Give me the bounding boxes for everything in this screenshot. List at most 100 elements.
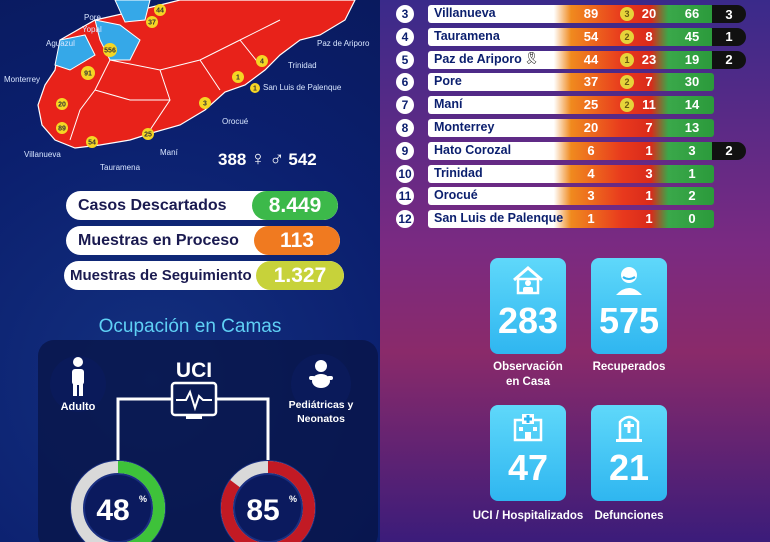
- recovered-cases: 13: [684, 119, 700, 135]
- recovered-cases: 45: [684, 28, 700, 44]
- uci-value: 47: [507, 447, 549, 488]
- table-row: 3 Villanueva 89 3 20 66 3: [394, 2, 746, 25]
- table-row: 6 Pore 37 2 7 30: [394, 70, 734, 93]
- table-row: 7 Maní 25 2 11 14: [394, 93, 734, 116]
- muestras-seguimiento-pill: Muestras de Seguimiento 1.327: [64, 261, 344, 290]
- observacion-value: 283: [497, 300, 559, 341]
- svg-text:4: 4: [260, 59, 264, 66]
- ocupacion-title: Ocupación en Camas: [98, 316, 282, 337]
- deaths-cases: 3: [712, 5, 746, 23]
- table-row: 11 Orocué 3 1 2: [394, 184, 734, 207]
- uci-label: UCI: [176, 359, 212, 382]
- total-cases: 20: [583, 119, 599, 135]
- row-number: 3: [396, 5, 414, 23]
- svg-text:54: 54: [88, 140, 96, 147]
- active-cases: 7: [645, 74, 653, 90]
- uci-label-1: UCI / Hospitalizados: [472, 510, 584, 522]
- recuperados-label-1: Recuperados: [592, 361, 666, 373]
- municipio-name: Pore: [434, 74, 462, 89]
- row-bar: [428, 73, 714, 92]
- defunciones-label: Defunciones: [574, 509, 684, 524]
- municipios-table: 3 Villanueva 89 3 20 66 3 4 Tauramena 54 2 8 45 1 5 Paz…: [394, 2, 746, 230]
- gender-count: 388 ♀ ♂ 542: [218, 148, 317, 171]
- left-panel: 44 37 556 91 20 89 54 25 3 1 4 1 Pore Yo…: [0, 0, 380, 542]
- svg-text:91: 91: [84, 71, 92, 78]
- adulto-gauge: 48 %: [70, 460, 166, 542]
- ocupacion-diagram: Adulto Pediátricas y Neonatos UCI 48 %: [50, 354, 354, 542]
- row-number: 5: [396, 50, 414, 69]
- deaths-cases: 2: [712, 50, 746, 69]
- svg-text:Yopal: Yopal: [82, 25, 102, 34]
- recovered-cases: 66: [684, 6, 700, 21]
- active-cases: 20: [641, 6, 657, 21]
- municipio-name: Tauramena: [434, 28, 500, 43]
- casos-descartados-pill: Casos Descartados 8.449: [66, 191, 338, 220]
- muestras-proceso-value: 113: [254, 226, 340, 255]
- total-cases: 1: [587, 211, 595, 227]
- municipio-name: Villanueva: [434, 6, 496, 20]
- table-row: 8 Monterrey 20 7 13: [394, 116, 734, 139]
- row-number: 8: [396, 118, 414, 137]
- active-cases: 1: [645, 211, 653, 227]
- yellow-badge: 1: [620, 52, 634, 67]
- active-cases: 3: [645, 165, 653, 181]
- observacion-card: 283: [490, 258, 566, 354]
- total-cases: 54: [583, 28, 599, 44]
- observacion-label-2: en Casa: [505, 376, 551, 388]
- municipio-name: Trinidad: [434, 165, 483, 180]
- svg-text:San Luis de Palenque: San Luis de Palenque: [263, 83, 342, 92]
- right-panel: 3 Villanueva 89 3 20 66 3 4 Tauramena 54 2 8 45 1 5 Paz…: [380, 0, 770, 542]
- row-bar: [428, 27, 714, 46]
- adulto-pct-sign: %: [139, 494, 147, 504]
- recovered-cases: 3: [688, 142, 696, 158]
- municipio-name: Monterrey: [434, 119, 495, 134]
- casos-descartados-value: 8.449: [252, 191, 338, 220]
- person-mask-icon: [616, 267, 642, 295]
- map-labels: Pore Yopal Aguazul Monterrey Villanueva …: [4, 13, 370, 172]
- total-cases: 4: [587, 165, 595, 181]
- muestras-proceso-pill: Muestras en Proceso 113: [66, 226, 340, 255]
- svg-text:Aguazul: Aguazul: [46, 39, 75, 48]
- row-number: 12: [396, 210, 414, 229]
- female-icon: ♀: [250, 148, 266, 170]
- uci-card: 47: [490, 405, 566, 501]
- monitor-icon: [170, 381, 218, 419]
- uci-label: UCI / Hospitalizados: [466, 509, 590, 524]
- total-cases: 44: [583, 51, 599, 67]
- svg-text:3: 3: [203, 101, 207, 108]
- total-cases: 89: [583, 6, 599, 21]
- table-row: 12 San Luis de Palenque 1 1 0: [394, 207, 734, 230]
- yellow-badge: 2: [620, 75, 634, 90]
- deaths-cases: 2: [712, 141, 746, 160]
- svg-text:Villanueva: Villanueva: [24, 150, 61, 159]
- svg-text:89: 89: [58, 126, 66, 133]
- house-person-icon: [513, 266, 543, 295]
- muestras-seguimiento-value: 1.327: [256, 261, 344, 290]
- total-cases: 6: [587, 142, 595, 158]
- muestras-seguimiento-label: Muestras de Seguimiento: [70, 267, 252, 284]
- hospital-icon: [513, 414, 543, 442]
- table-row: 4 Tauramena 54 2 8 45 1: [394, 25, 746, 48]
- active-cases: 1: [645, 142, 653, 158]
- municipio-name: Paz de Ariporo: [434, 51, 522, 66]
- svg-text:25: 25: [144, 132, 152, 139]
- yellow-badge: 2: [620, 29, 634, 44]
- defunciones-card: 21: [591, 405, 667, 501]
- yellow-badge: 2: [620, 98, 634, 113]
- map-borders: [69, 19, 281, 141]
- map-badges: 44 37 556 91 20 89 54 25 3 1 4 1: [56, 4, 268, 148]
- observacion-label-1: Observación: [493, 361, 563, 373]
- svg-text:20: 20: [58, 102, 66, 109]
- connector-lines: [116, 397, 270, 460]
- map-region-pore: [114, 0, 151, 23]
- pediatrico-pct: 85: [246, 494, 279, 527]
- total-cases: 3: [587, 188, 595, 204]
- svg-text:Trinidad: Trinidad: [288, 61, 317, 70]
- mourning-ribbon-icon: 🎗: [524, 50, 540, 65]
- pediatrico-gauge: 85 %: [220, 460, 316, 542]
- row-number: 10: [396, 164, 414, 183]
- muestras-proceso-label: Muestras en Proceso: [78, 231, 239, 249]
- svg-text:1: 1: [253, 86, 257, 93]
- female-count: 388: [218, 149, 247, 169]
- svg-text:Tauramena: Tauramena: [100, 163, 141, 172]
